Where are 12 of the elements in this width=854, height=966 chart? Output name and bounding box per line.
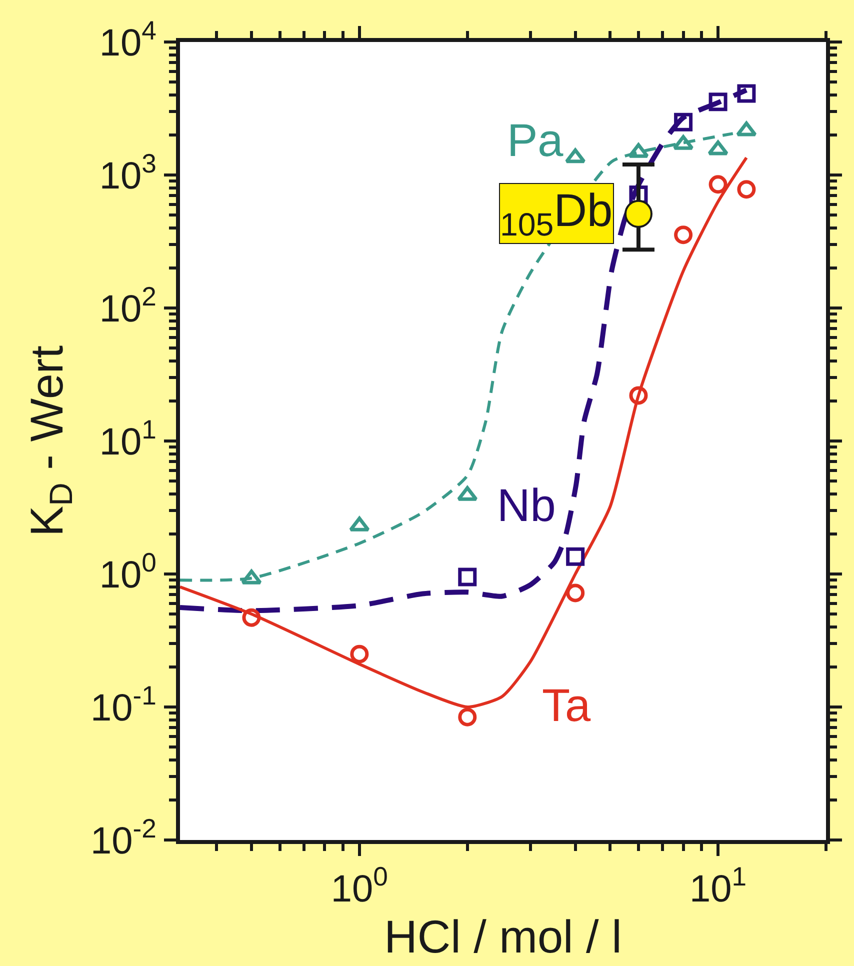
series-label: Nb <box>497 479 556 531</box>
y-tick-label: 10$^{-2}$ <box>90 813 156 862</box>
series-label: $_{105}$Db <box>500 184 613 243</box>
y-tick-label: 10$^{3}$ <box>99 148 156 198</box>
series-label: Ta <box>542 679 591 731</box>
y-tick-label: 10$^{0}$ <box>99 547 156 596</box>
y-tick-label: 10$^{-1}$ <box>90 680 156 730</box>
x-axis-title: HCl / mol / l <box>384 910 622 963</box>
y-tick-label: 10$^{2}$ <box>99 281 156 330</box>
series-label: Pa <box>507 114 564 166</box>
y-tick-label: 10$^{4}$ <box>99 15 157 64</box>
y-tick-label: 10$^{1}$ <box>99 414 156 464</box>
